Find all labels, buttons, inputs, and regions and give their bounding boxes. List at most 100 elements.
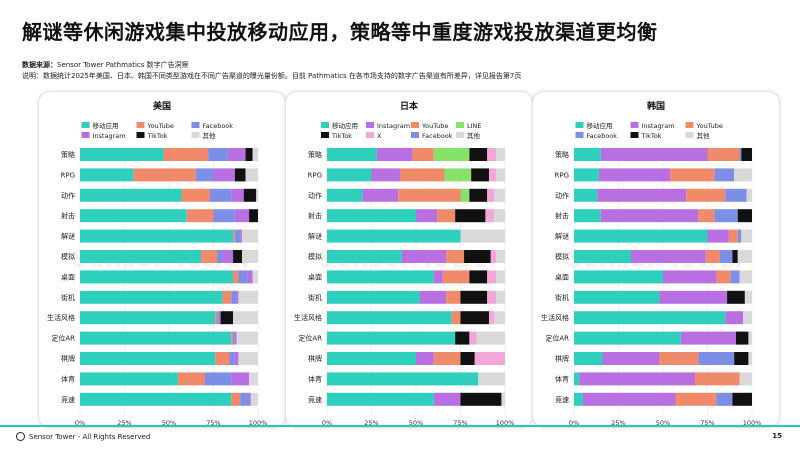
bar-segment — [630, 250, 706, 263]
bar-segment — [327, 168, 372, 182]
bar-segment — [327, 372, 479, 386]
legend-item: Facebook — [575, 132, 617, 140]
bar-segment — [739, 148, 742, 161]
data-source-label: 数据来源： — [22, 61, 57, 69]
bar-segment — [327, 270, 434, 284]
bar-segment — [474, 352, 505, 365]
category-label: 桌面 — [308, 272, 322, 281]
bar-segment — [80, 188, 182, 202]
bar-segment — [222, 250, 234, 263]
bar-segment — [574, 372, 580, 386]
legend-label: 其他 — [697, 131, 711, 140]
chart-note: 说明：数据统计2025年美国、日本、韩国不同类型游戏在不同广告渠道的曝光量份额。… — [22, 72, 522, 80]
bar-segment — [494, 311, 505, 325]
category-label: 生活风格 — [47, 313, 75, 322]
category-label: 模拟 — [61, 252, 75, 261]
legend-label: 其他 — [203, 131, 217, 140]
chart-svg-kr: Sensor Tower韩国移动应用InstagramYouTubeFacebo… — [541, 100, 761, 427]
bar-segment — [675, 392, 717, 406]
legend-label: TikTok — [641, 132, 662, 140]
bar-segment — [215, 311, 218, 325]
category-label: 棋牌 — [61, 354, 75, 363]
bar-segment — [208, 148, 228, 161]
bar-segment — [451, 311, 461, 325]
bar-segment — [737, 250, 752, 263]
bar-segment — [487, 148, 497, 161]
bar-segment — [460, 290, 488, 304]
legend-label: Instagram — [93, 132, 126, 140]
bar-segment — [705, 250, 720, 263]
category-label: 棋牌 — [555, 354, 569, 363]
bar-segment — [398, 188, 461, 202]
bar-segment — [401, 250, 447, 263]
category-label: 模拟 — [308, 252, 322, 261]
bar-segment — [487, 270, 497, 284]
category-label: 动作 — [308, 191, 322, 200]
bar-segment — [496, 148, 505, 161]
legend-label: 移动应用 — [587, 121, 613, 130]
category-label: 射击 — [308, 211, 322, 220]
bar-segment — [460, 392, 502, 406]
bar-segment — [80, 372, 178, 386]
category-label: RPG — [554, 171, 569, 179]
legend-swatch — [136, 122, 145, 128]
bar-segment — [433, 392, 461, 406]
category-label: 体育 — [61, 374, 75, 383]
bar-segment — [460, 311, 489, 325]
bar-segment — [186, 209, 214, 223]
legend-label: Instagram — [642, 122, 675, 130]
category-label: 射击 — [61, 211, 75, 220]
category-label: 策略 — [308, 150, 322, 159]
legend-label: YouTube — [147, 122, 174, 130]
bar-segment — [234, 352, 239, 365]
legend-swatch — [321, 132, 329, 138]
bar-segment — [574, 311, 726, 325]
bar-segment — [686, 188, 726, 202]
bar-segment — [80, 270, 234, 284]
bar-segment — [460, 229, 505, 243]
legend-swatch — [411, 122, 419, 128]
bar-segment — [236, 331, 258, 345]
bar-segment — [748, 331, 752, 345]
legend-label: YouTube — [421, 122, 448, 130]
legend-item: TikTok — [321, 132, 352, 140]
bar-segment — [695, 372, 740, 386]
bar-segment — [433, 352, 461, 365]
bar-segment — [574, 168, 599, 182]
bar-segment — [181, 188, 210, 202]
bar-segment — [680, 331, 736, 345]
bar-segment — [419, 290, 447, 304]
category-label: 桌面 — [61, 272, 75, 281]
bar-segment — [442, 270, 470, 284]
legend-swatch — [685, 122, 694, 128]
bar-segment — [446, 290, 461, 304]
bar-segment — [598, 168, 671, 182]
category-label: 模拟 — [555, 252, 569, 261]
bar-segment — [714, 168, 735, 182]
bar-segment — [222, 290, 232, 304]
bar-segment — [217, 250, 223, 263]
bar-segment — [209, 188, 232, 202]
category-label: 定位AR — [298, 334, 322, 343]
bar-segment — [488, 168, 497, 182]
legend-label: 其他 — [467, 131, 481, 140]
bar-segment — [496, 168, 505, 182]
bar-segment — [249, 209, 258, 223]
bar-segment — [574, 188, 598, 202]
bar-segment — [437, 209, 456, 223]
legend-label: LINE — [467, 122, 482, 130]
legend-swatch — [366, 132, 374, 138]
bar-segment — [80, 331, 232, 345]
category-label: RPG — [60, 171, 75, 179]
legend-label: X — [377, 132, 382, 140]
bar-segment — [177, 372, 205, 386]
bar-segment — [245, 168, 258, 182]
bar-segment — [716, 392, 733, 406]
bar-segment — [227, 148, 246, 161]
bar-segment — [213, 209, 235, 223]
bar-segment — [707, 148, 740, 161]
x-tick-label: 50% — [162, 419, 176, 427]
bar-segment — [218, 311, 221, 325]
bar-segment — [496, 250, 505, 263]
bar-segment — [737, 209, 752, 223]
